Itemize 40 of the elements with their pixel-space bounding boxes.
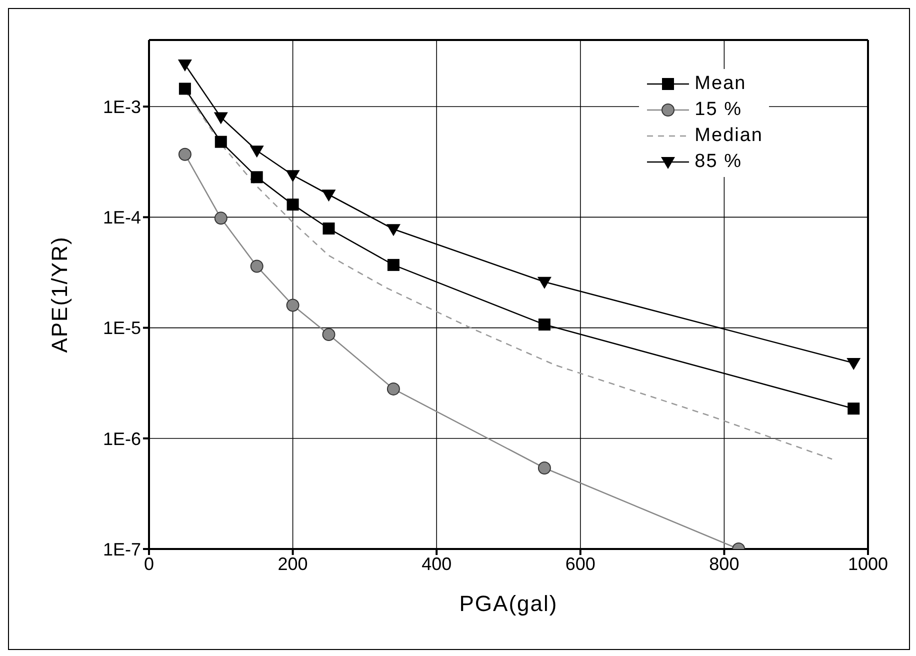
point: [538, 318, 550, 331]
point: [286, 170, 300, 182]
y-tick-label: 1E-7: [102, 539, 141, 560]
point: [386, 224, 400, 236]
x-tick-label: 200: [278, 554, 308, 574]
point: [322, 222, 335, 235]
point: [846, 358, 861, 370]
point: [214, 212, 228, 225]
x-tick-label: 600: [565, 554, 596, 574]
legend-label: Median: [694, 125, 763, 147]
point: [286, 198, 299, 211]
legend-label: 85 %: [694, 151, 742, 173]
point: [387, 258, 400, 271]
point: [848, 402, 860, 415]
point: [322, 328, 336, 341]
point: [250, 146, 264, 158]
x-tick-label: 1000: [848, 554, 888, 574]
point: [178, 148, 192, 161]
y-tick-label: 1E-3: [102, 96, 141, 117]
point: [386, 382, 400, 396]
point: [250, 260, 264, 273]
legend-label: Mean: [694, 73, 746, 95]
point: [178, 82, 191, 95]
y-tick-label: 1E-6: [102, 428, 141, 449]
y-axis-title: APE(1/YR): [46, 236, 72, 353]
y-tick-label: 1E-5: [102, 318, 141, 338]
point: [178, 60, 192, 72]
x-tick-label: 0: [144, 554, 154, 574]
point: [537, 276, 552, 289]
point: [322, 190, 336, 202]
x-axis-title: PGA(gal): [459, 591, 558, 616]
y-tick-label: 1E-4: [102, 208, 141, 228]
legend-label: 15 %: [694, 99, 742, 121]
x-tick-label: 800: [709, 554, 740, 574]
x-tick-label: 400: [422, 554, 452, 574]
point: [286, 298, 300, 312]
point: [214, 112, 228, 124]
point: [250, 171, 263, 184]
point: [538, 461, 551, 474]
point: [214, 136, 227, 148]
